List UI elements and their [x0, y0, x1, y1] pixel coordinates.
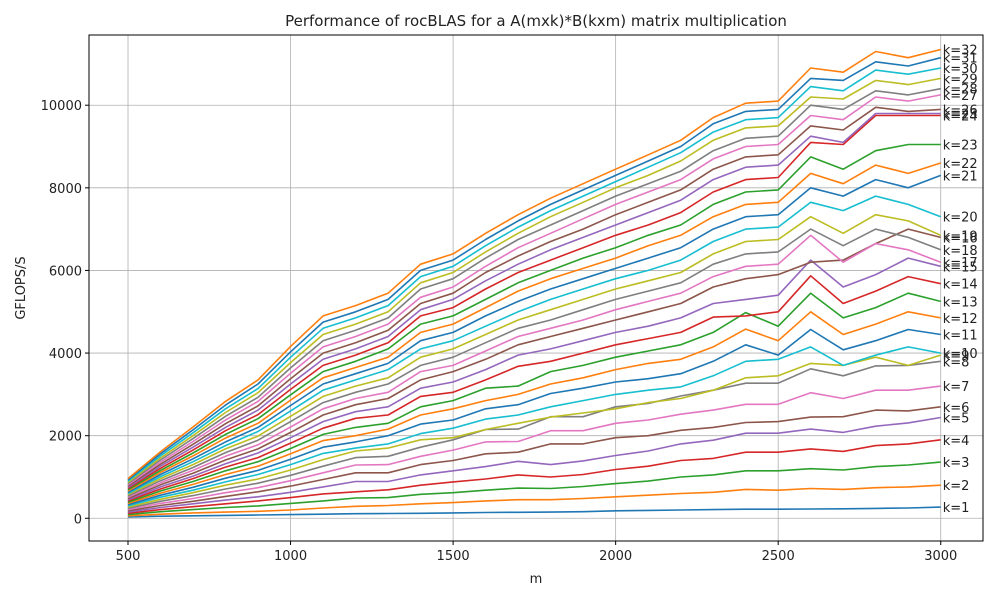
series-line-k=19 [127, 213, 942, 496]
series-line-k=7 [127, 385, 941, 511]
series-label-k=6: k=6 [943, 401, 970, 416]
series-line-k=8 [127, 360, 941, 510]
series-label-k=27: k=27 [943, 89, 978, 104]
series-line-k=32 [127, 48, 941, 480]
y-tick-label: 6000 [49, 264, 82, 279]
series-label-k=10: k=10 [943, 347, 978, 362]
series-line-k=9 [127, 354, 941, 508]
series-line-k=10 [127, 346, 941, 507]
series-line-k=28 [127, 87, 941, 485]
series-label-k=8: k=8 [943, 355, 970, 370]
x-tick-label: 500 [116, 549, 141, 564]
x-tick-label: 2000 [599, 549, 632, 564]
series-line-k=15 [127, 257, 941, 501]
series-label-k=22: k=22 [943, 157, 978, 172]
series-line-k=2 [127, 484, 941, 517]
series-label-k=5: k=5 [943, 411, 970, 426]
series-line-k=5 [127, 416, 941, 513]
series-label-k=20: k=20 [943, 211, 978, 226]
y-tick-label: 10000 [41, 99, 82, 114]
series-label-k=30: k=30 [943, 62, 978, 77]
y-tick-label: 0 [74, 512, 82, 527]
series-group [127, 48, 942, 518]
series-label-k=4: k=4 [943, 434, 970, 449]
x-tick-label: 1000 [274, 549, 307, 564]
series-label-k=2: k=2 [943, 479, 970, 494]
plot-frame [88, 34, 984, 542]
series-line-k=3 [127, 461, 941, 516]
y-tick-label: 8000 [49, 182, 82, 197]
x-tick-label: 1500 [437, 549, 470, 564]
series-label-k=31: k=31 [943, 52, 978, 67]
x-tick-label: 3000 [924, 549, 957, 564]
series-label-k=7: k=7 [943, 380, 970, 395]
series-label-k=11: k=11 [943, 328, 978, 343]
series-label-k=13: k=13 [943, 295, 978, 310]
series-line-k=17 [127, 234, 941, 498]
series-line-k=1 [127, 506, 941, 518]
x-tick-label: 2500 [762, 549, 795, 564]
series-line-k=16 [127, 228, 941, 500]
series-line-k=24 [127, 114, 941, 490]
series-line-k=23 [127, 143, 941, 491]
series-label-k=28: k=28 [943, 83, 978, 98]
series-label-k=17: k=17 [943, 256, 978, 271]
series-label-k=16: k=16 [943, 231, 978, 246]
series-line-k=11 [127, 328, 941, 506]
y-tick-label: 2000 [49, 430, 82, 445]
series-line-k=31 [127, 56, 941, 481]
x-axis-label: m [530, 572, 543, 587]
series-label-k=3: k=3 [943, 456, 970, 471]
series-label-k=1: k=1 [943, 501, 970, 516]
series-label-k=12: k=12 [943, 312, 978, 327]
series-line-k=6 [127, 406, 941, 512]
series-label-k=26: k=26 [943, 103, 978, 118]
series-label-k=21: k=21 [943, 169, 978, 184]
series-line-k=29 [127, 77, 941, 483]
ticks: 500 1000 1500 2000 2500 3000 0 2000 4000 6000 8000… [41, 99, 958, 564]
series-label-k=18: k=18 [943, 244, 978, 259]
series-line-k=26 [127, 106, 941, 487]
series-line-k=21 [127, 174, 941, 494]
series-labels: k=1 k=2 k=3 k=4 k=5k=6 k=7 k=8k=9k=10 k=11k=12 k… [943, 43, 978, 516]
y-axis-label: GFLOPS/S [14, 256, 29, 319]
series-line-k=30 [127, 67, 941, 482]
y-tick-label: 4000 [49, 347, 82, 362]
series-line-k=18 [127, 228, 941, 497]
series-label-k=19: k=19 [943, 229, 978, 244]
series-line-k=27 [127, 94, 941, 486]
series-label-k=29: k=29 [943, 72, 978, 87]
chart-title: Performance of rocBLAS for a A(mxk)*B(kx… [285, 12, 787, 30]
series-line-k=12 [127, 310, 941, 505]
series-label-k=24: k=24 [943, 110, 978, 125]
series-line-k=4 [127, 439, 941, 515]
series-label-k=32: k=32 [943, 43, 978, 58]
series-label-k=25: k=25 [943, 107, 978, 122]
series-line-k=20 [127, 195, 941, 495]
series-label-k=23: k=23 [943, 138, 978, 153]
series-label-k=15: k=15 [943, 260, 978, 275]
series-line-k=14 [127, 274, 941, 502]
series-line-k=25 [127, 112, 941, 488]
series-label-k=14: k=14 [943, 278, 978, 293]
series-label-k=9: k=9 [943, 349, 970, 364]
series-line-k=22 [127, 162, 941, 492]
series-line-k=13 [127, 292, 941, 503]
